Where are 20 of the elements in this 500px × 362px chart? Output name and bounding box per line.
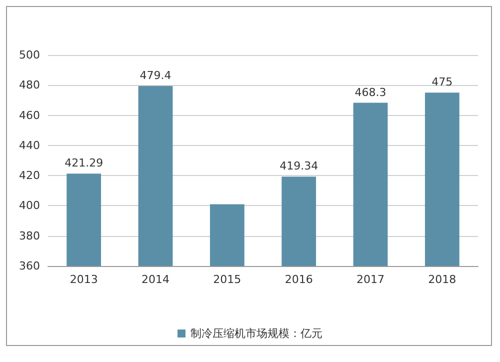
x-tick-label: 2016	[284, 273, 313, 286]
x-tick-label: 2018	[428, 273, 456, 286]
x-tick-label: 2014	[142, 273, 170, 286]
y-tick-label: 400	[19, 199, 40, 212]
x-tick-label: 2013	[70, 273, 98, 286]
y-tick-label: 440	[19, 138, 40, 152]
y-tick-label: 380	[19, 229, 40, 242]
legend-label: 制冷压缩机市场规模：亿元	[190, 327, 322, 340]
y-tick-label: 360	[19, 260, 40, 272]
data-label: 479.4	[140, 69, 172, 82]
x-tick-label: 2015	[213, 273, 242, 286]
x-tick-label: 2017	[356, 273, 384, 286]
data-label: 419.34	[280, 160, 318, 173]
y-tick-label: 480	[19, 78, 40, 92]
data-label: 475	[432, 76, 453, 89]
data-label: 421.29	[64, 156, 104, 170]
data-label: 468.3	[354, 86, 386, 99]
y-tick-label: 420	[19, 169, 40, 182]
y-tick-label: 500	[19, 48, 40, 62]
y-tick-label: 460	[19, 108, 40, 122]
